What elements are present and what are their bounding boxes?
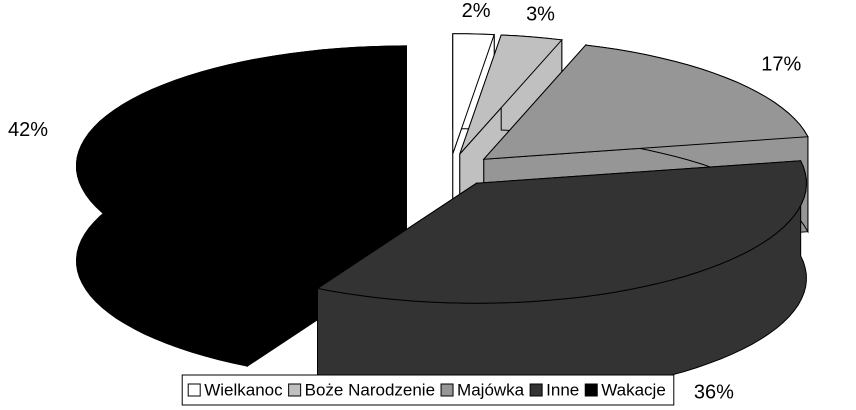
legend-swatch: [584, 383, 598, 397]
data-label: 2%: [462, 0, 491, 22]
slice: [459, 34, 563, 155]
legend-label: Wakacje: [601, 380, 666, 399]
legend: Wielkanoc Boże Narodzenie Majówka Inne Wakac…: [181, 374, 675, 406]
legend-swatch: [187, 383, 201, 397]
legend-swatch: [440, 383, 454, 397]
legend-label: Inne: [546, 380, 579, 399]
slice: [316, 160, 807, 399]
slice: [482, 44, 809, 160]
data-label: 42%: [8, 119, 48, 141]
slice: [452, 33, 495, 154]
slice: [316, 160, 807, 304]
data-label: 3%: [526, 4, 555, 26]
legend-label: Majówka: [457, 380, 525, 399]
legend-swatch: [529, 383, 543, 397]
slice: [75, 45, 407, 272]
data-label: 36%: [694, 381, 734, 403]
legend-label: Wielkanoc: [204, 380, 283, 399]
legend-swatch: [288, 383, 302, 397]
slice: [75, 45, 407, 368]
legend-label: Boże Narodzenie: [305, 380, 435, 399]
data-label: 17%: [761, 54, 801, 76]
